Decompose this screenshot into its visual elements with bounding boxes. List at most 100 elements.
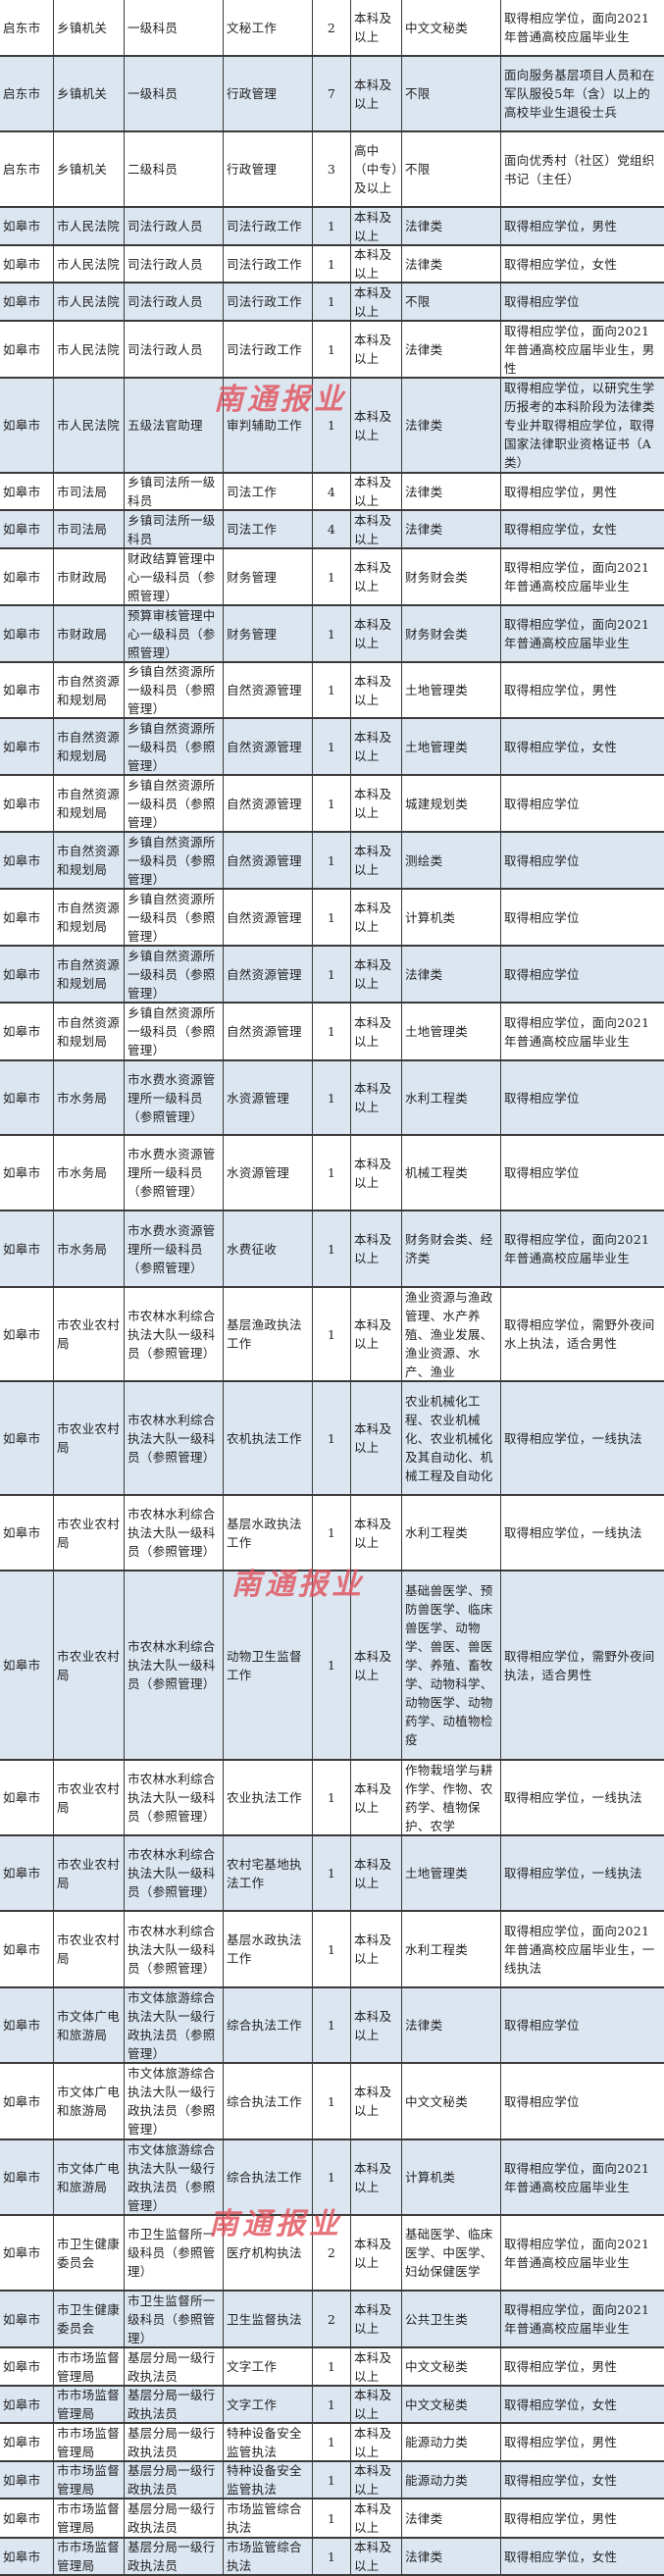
major-cell-text: 土地管理类: [405, 1866, 469, 1880]
city-cell-text: 启东市: [3, 86, 41, 101]
duty-cell: 财务管理: [224, 549, 313, 604]
city-cell: 如皋市: [0, 1988, 54, 2062]
headcount-cell-text: 1: [327, 852, 336, 868]
education-cell-text: 本科及以上: [354, 560, 392, 593]
headcount-cell: 3: [313, 132, 351, 206]
department-cell-text: 市水务局: [57, 1090, 108, 1106]
position-cell-text: 市文体旅游综合执法大队一级行政执法员（参照管理）: [128, 2141, 216, 2213]
duty-cell: 司法工作: [224, 474, 313, 509]
duty-cell-text: 医疗机构执法: [227, 2245, 302, 2260]
city-cell: 如皋市: [0, 2462, 54, 2498]
headcount-cell-text: 1: [327, 418, 336, 433]
city-cell-text: 如皋市: [3, 2472, 41, 2488]
education-cell-text: 本科及以上: [354, 2236, 392, 2270]
table-row: 启东市 乡镇机关 一级科员 文秘工作 2 本科及以上 中文文秘类 取得相应学位，面向2021年…: [0, 0, 664, 57]
position-cell: 乡镇自然资源所一级科员（参照管理）: [125, 890, 224, 945]
duty-cell: 自然资源管理: [224, 833, 313, 888]
position-cell: 基层分局一级行政执法员: [125, 2499, 224, 2537]
requirement-cell: 取得相应学位，女性: [501, 246, 664, 282]
major-cell: 中文文秘类: [402, 2064, 501, 2138]
requirement-cell-text: 取得相应学位，男性: [504, 683, 618, 697]
requirement-cell-text: 取得相应学位: [504, 852, 580, 868]
requirement-cell-text: 取得相应学位，面向2021年普通高校应届毕业生: [504, 1014, 650, 1049]
city-cell: 如皋市: [0, 1761, 54, 1834]
city-cell-text: 如皋市: [3, 2018, 41, 2033]
department-cell: 市市场监督管理局: [54, 2539, 125, 2574]
education-cell: 本科及以上: [351, 246, 402, 282]
department-cell-text: 市文体广电和旅游局: [57, 2160, 121, 2194]
department-cell: 乡镇机关: [54, 57, 125, 130]
duty-cell: 行政管理: [224, 132, 313, 206]
major-cell: 计算机类: [402, 2140, 501, 2214]
major-cell: 法律类: [402, 511, 501, 547]
major-cell: 法律类: [402, 208, 501, 244]
position-cell-text: 市文体旅游综合执法大队一级行政执法员（参照管理）: [128, 1989, 216, 2061]
requirement-cell-text: 取得相应学位: [504, 2093, 580, 2109]
requirement-cell-text: 取得相应学位: [504, 1165, 580, 1180]
education-cell: 本科及以上: [351, 1061, 402, 1134]
department-cell: 市农业农村局: [54, 1288, 125, 1380]
requirement-cell: 面向优秀村（社区）党组织书记（主任）: [501, 132, 664, 206]
table-row: 如皋市 市市场监督管理局 基层分局一级行政执法员 市场监管综合执法 1 本科及以上 法律类 取…: [0, 2539, 664, 2576]
city-cell-text: 如皋市: [3, 2311, 41, 2327]
department-cell-text: 市自然资源和规划局: [57, 1014, 121, 1049]
major-cell: 不限: [402, 57, 501, 130]
major-cell: 法律类: [402, 1988, 501, 2062]
position-cell-text: 司法行政人员: [128, 341, 203, 357]
department-cell-text: 市市场监督管理局: [57, 2349, 121, 2384]
city-cell: 如皋市: [0, 2424, 54, 2460]
table-row: 如皋市 市文体广电和旅游局 市文体旅游综合执法大队一级行政执法员（参照管理） 综合执法…: [0, 1988, 664, 2064]
department-cell-text: 市自然资源和规划局: [57, 730, 121, 763]
city-cell-text: 如皋市: [3, 2245, 41, 2260]
department-cell-text: 乡镇机关: [57, 162, 108, 177]
education-cell-text: 本科及以上: [354, 617, 392, 650]
duty-cell-text: 特种设备安全监管执法: [227, 2425, 302, 2459]
city-cell: 如皋市: [0, 2292, 54, 2346]
table-row: 如皋市 市市场监督管理局 基层分局一级行政执法员 文字工作 1 本科及以上 中文文秘类 取得相…: [0, 2387, 664, 2424]
duty-cell-text: 财务管理: [227, 626, 278, 642]
education-cell: 本科及以上: [351, 1004, 402, 1059]
requirement-cell-text: 取得相应学位，面向2021年普通高校应届毕业生: [504, 2302, 650, 2336]
duty-cell: 农业执法工作: [224, 1761, 313, 1834]
major-cell: 土地管理类: [402, 719, 501, 774]
requirement-cell-text: 取得相应学位，女性: [504, 2472, 618, 2488]
major-cell: 不限: [402, 283, 501, 320]
duty-cell-text: 农村宅基地执法工作: [227, 1856, 302, 1890]
duty-cell: 综合执法工作: [224, 2064, 313, 2138]
major-cell: 土地管理类: [402, 1836, 501, 1910]
duty-cell: 基层水政执法工作: [224, 1496, 313, 1570]
city-cell: 如皋市: [0, 1836, 54, 1910]
headcount-cell-text: 1: [327, 1525, 336, 1540]
city-cell: 如皋市: [0, 1061, 54, 1134]
requirement-cell-text: 取得相应学位: [504, 796, 580, 811]
duty-cell-text: 综合执法工作: [227, 2093, 302, 2109]
city-cell-text: 如皋市: [3, 2549, 41, 2564]
city-cell: 如皋市: [0, 246, 54, 282]
headcount-cell: 1: [313, 776, 351, 831]
position-cell-text: 五级法官助理: [128, 418, 203, 433]
education-cell: 本科及以上: [351, 1988, 402, 2062]
requirement-cell: 取得相应学位: [501, 283, 664, 320]
major-cell-text: 城建规划类: [405, 796, 469, 811]
position-cell-text: 基层分局一级行政执法员: [128, 2349, 216, 2384]
headcount-cell-text: 1: [327, 1941, 336, 1957]
position-cell: 预算审核管理中心一级科员（参照管理）: [125, 606, 224, 661]
position-cell: 司法行政人员: [125, 246, 224, 282]
duty-cell: 水资源管理: [224, 1136, 313, 1210]
education-cell-text: 本科及以上: [354, 1516, 392, 1550]
city-cell-text: 如皋市: [3, 626, 41, 642]
requirement-cell: 面向服务基层项目人员和在军队服役5年（含）以上的高校毕业生退役士兵: [501, 57, 664, 130]
duty-cell-text: 自然资源管理: [227, 966, 302, 982]
department-cell-text: 市市场监督管理局: [57, 2463, 121, 2497]
position-cell: 乡镇自然资源所一级科员（参照管理）: [125, 719, 224, 774]
position-cell: 市卫生监督所一级科员（参照管理）: [125, 2216, 224, 2290]
table-row: 如皋市 市文体广电和旅游局 市文体旅游综合执法大队一级行政执法员（参照管理） 综合执法…: [0, 2140, 664, 2216]
department-cell-text: 市市场监督管理局: [57, 2425, 121, 2459]
position-cell: 市农林水利综合执法大队一级科员（参照管理）: [125, 1496, 224, 1570]
requirement-cell: 取得相应学位，面向2021年普通高校应届毕业生: [501, 606, 664, 661]
city-cell-text: 如皋市: [3, 1790, 41, 1805]
table-row: 如皋市 市农业农村局 市农林水利综合执法大队一级科员（参照管理） 农村宅基地执法工作 1…: [0, 1836, 664, 1912]
requirement-cell-text: 取得相应学位: [504, 966, 580, 982]
duty-cell-text: 水费征收: [227, 1241, 278, 1257]
headcount-cell-text: 7: [327, 86, 336, 101]
